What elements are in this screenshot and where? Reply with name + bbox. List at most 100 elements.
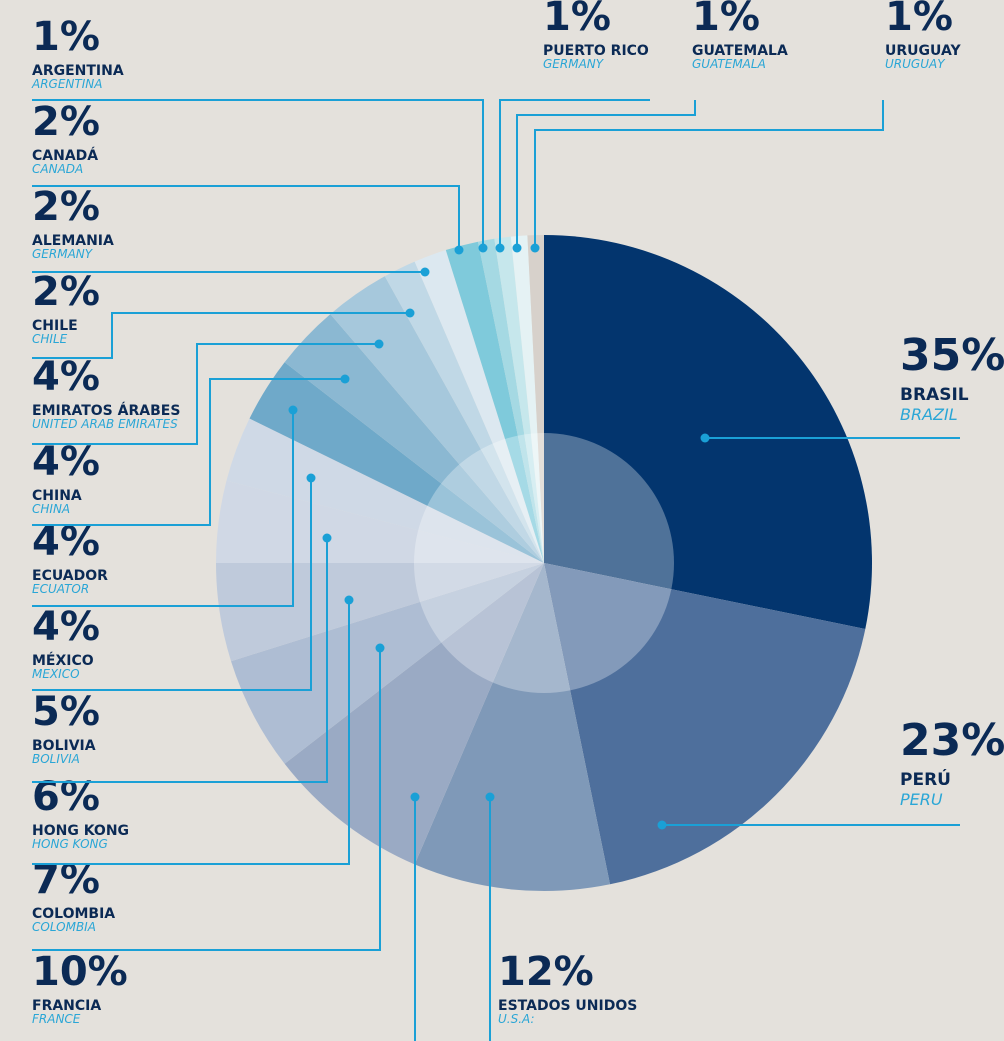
leader-dot (485, 792, 495, 802)
leader-dot (375, 643, 385, 653)
leader-dot (495, 243, 505, 253)
category-label: ALEMANIA (32, 233, 114, 249)
category-label: CANADÁ (32, 147, 98, 164)
leader-line (32, 600, 350, 865)
pie-slice (226, 418, 544, 563)
category-label-en: UNITED ARAB EMIRATES (32, 417, 178, 431)
category-label: GUATEMALA (692, 43, 788, 59)
category-label-en: BRAZIL (900, 405, 958, 424)
leader-line (32, 185, 460, 250)
category-label-en: GUATEMALA (692, 57, 766, 71)
category-label-en: U.S.A: (498, 1012, 535, 1026)
leader-line (32, 99, 484, 248)
category-label: ARGENTINA (32, 63, 124, 79)
category-label-en: GERMANY (543, 57, 605, 71)
leader-dot (405, 308, 415, 318)
leader-dot (344, 595, 354, 605)
pie-slice (510, 235, 544, 563)
value-label: 10% (32, 949, 128, 995)
category-label-en: CHILE (32, 332, 68, 346)
pie-slice (231, 563, 544, 764)
value-label: 35% (900, 330, 1004, 381)
value-label: 4% (32, 519, 100, 565)
pie-slice (445, 241, 544, 563)
inner-circle (414, 433, 674, 693)
category-label-en: PERU (900, 790, 943, 809)
leader-dot (420, 267, 430, 277)
category-label: ECUADOR (32, 568, 108, 584)
leader-dot (478, 243, 488, 253)
leader-dot (340, 374, 350, 384)
value-label: 1% (692, 0, 760, 40)
leader-dot (530, 243, 540, 253)
leader-dot (306, 473, 316, 483)
category-label: MÉXICO (32, 652, 94, 669)
value-label: 2% (32, 269, 100, 315)
value-label: 2% (32, 184, 100, 230)
category-label: EMIRATOS ÁRABES (32, 402, 180, 419)
pie-slice (544, 563, 866, 885)
pie-slice (477, 238, 544, 563)
category-label-en: HONG KONG (32, 837, 108, 851)
pie-slice (249, 362, 544, 563)
pie-slice (216, 563, 544, 662)
category-label: PUERTO RICO (543, 43, 649, 59)
leader-line (516, 100, 696, 248)
category-label-en: ARGENTINA (31, 77, 102, 91)
pie-slice (284, 314, 544, 563)
leader-dot (374, 339, 384, 349)
category-label-en: URUGUAY (885, 57, 946, 71)
leader-line (534, 100, 884, 248)
category-label-en: GERMANY (32, 247, 94, 261)
leader-line (32, 343, 379, 445)
category-label: COLOMBIA (32, 906, 115, 922)
leader-dot (512, 243, 522, 253)
leader-line (32, 648, 381, 951)
leader-dot (454, 245, 464, 255)
leader-dot (657, 820, 667, 830)
leader-line (499, 99, 650, 248)
category-label-en: BOLIVIA (32, 752, 80, 766)
leader-dot (410, 792, 420, 802)
value-label: 23% (900, 715, 1004, 766)
value-label: 4% (32, 354, 100, 400)
value-label: 6% (32, 774, 100, 820)
pie-slice (414, 563, 611, 891)
category-label-en: CANADA (32, 162, 83, 176)
category-label: URUGUAY (885, 43, 961, 59)
category-label: CHILE (32, 318, 78, 334)
value-label: 1% (885, 0, 953, 40)
category-label: FRANCIA (32, 998, 101, 1014)
leader-line (32, 478, 312, 691)
pie-slice (330, 276, 544, 563)
pie-slice (544, 235, 873, 630)
leader-line (32, 378, 345, 526)
category-label-en: MEXICO (32, 667, 80, 681)
leader-line (32, 312, 410, 359)
category-label: CHINA (32, 488, 82, 504)
leader-dot (322, 533, 332, 543)
value-label: 5% (32, 689, 100, 735)
leader-line (32, 538, 328, 783)
pie-slice (216, 480, 544, 563)
pie-slice (414, 250, 544, 563)
value-label: 12% (498, 949, 594, 995)
value-label: 4% (32, 439, 100, 485)
category-label: BRASIL (900, 385, 969, 405)
